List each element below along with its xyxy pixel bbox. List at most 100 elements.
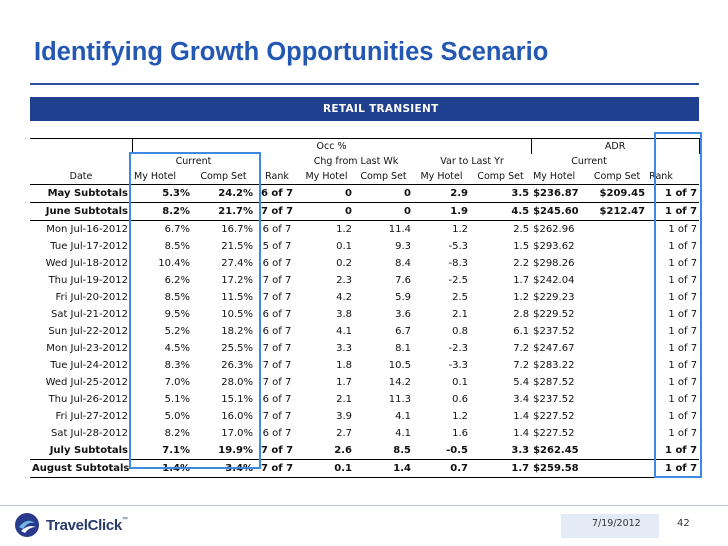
cell-my-hotel-chg: 1.8 [336, 360, 352, 371]
col-header-my-hotel-var: My Hotel [413, 169, 470, 185]
cell-my-hotel-occ: 8.3% [164, 360, 190, 371]
cell-my-hotel-occ: 8.2% [132, 202, 192, 221]
cell-my-hotel-adr: $262.96 [533, 224, 575, 235]
cell-my-hotel-var: 2.9 [413, 184, 470, 203]
footer-divider [0, 505, 728, 506]
cell-my-hotel-chg: 4.1 [336, 326, 352, 337]
cell-my-hotel-occ: 5.0% [164, 411, 190, 422]
adr-current-header: Current [571, 156, 607, 167]
cell-my-hotel-var: 1.9 [413, 202, 470, 221]
cell-comp-set-adr [587, 374, 647, 391]
cell-rank-adr: 1 of 7 [668, 394, 698, 405]
occ-group-header: Occ % [131, 138, 532, 154]
logo-wordmark-text: TravelClick [46, 517, 122, 534]
cell-rank-adr: 1 of 7 [668, 411, 698, 422]
cell-comp-set-var: 5.4 [513, 377, 530, 388]
cell-my-hotel-occ: 5.2% [164, 326, 190, 337]
cell-rank-adr: 1 of 7 [668, 309, 698, 320]
cell-rank-adr: 1 of 7 [668, 326, 698, 337]
cell-comp-set-occ: 21.5% [221, 241, 253, 252]
cell-date: Thu Jul-19-2012 [48, 275, 128, 286]
cell-comp-set-occ: 10.5% [221, 309, 253, 320]
cell-my-hotel-adr: $262.45 [531, 442, 588, 460]
banner-label: RETAIL TRANSIENT [323, 103, 439, 115]
cell-my-hotel-occ: 8.5% [164, 292, 190, 303]
cell-my-hotel-occ: 6.7% [164, 224, 190, 235]
cell-date: Tue Jul-24-2012 [50, 360, 128, 371]
adr-group-header: ADR [530, 138, 700, 154]
cell-comp-set-occ: 17.0% [221, 428, 253, 439]
cell-comp-set-adr: $212.47 [587, 202, 648, 221]
cell-date: Fri Jul-20-2012 [55, 292, 128, 303]
col-header-date: Date [30, 169, 132, 185]
cell-comp-set-adr [587, 306, 647, 323]
cell-comp-set-var: 6.1 [513, 326, 530, 337]
cell-comp-set-chg: 0 [354, 184, 413, 203]
cell-my-hotel-adr: $298.26 [533, 258, 575, 269]
cell-my-hotel-var: 1.6 [452, 428, 468, 439]
cell-date: Wed Jul-25-2012 [45, 377, 128, 388]
footer-date-box [561, 514, 659, 538]
slide-date: 7/19/2012 [592, 518, 641, 529]
cell-rank-occ: 6 of 7 [262, 258, 292, 269]
cell-comp-set-var: 1.4 [513, 411, 530, 422]
subtotal-row: May Subtotals 5.3% 24.2% 6 of 7 0 0 2.9 3.5 $236… [30, 184, 700, 203]
cell-date: Fri Jul-27-2012 [55, 411, 128, 422]
cell-date: July Subtotals [30, 442, 132, 460]
cell-my-hotel-chg: 0.1 [336, 241, 352, 252]
cell-my-hotel-chg: 1.2 [336, 224, 352, 235]
cell-my-hotel-var: 2.5 [452, 292, 468, 303]
slide-title: Identifying Growth Opportunities Scenari… [34, 38, 549, 66]
cell-comp-set-var: 2.5 [513, 224, 530, 235]
cell-comp-set-adr [587, 425, 647, 442]
cell-rank-adr: 1 of 7 [668, 258, 698, 269]
cell-my-hotel-adr: $229.52 [533, 309, 575, 320]
cell-rank-adr: 1 of 7 [647, 202, 700, 221]
cell-my-hotel-var: 0.1 [452, 377, 468, 388]
cell-date: Sat Jul-21-2012 [50, 309, 128, 320]
table-row: Sat Jul-28-2012 8.2% 17.0% 6 of 7 2.7 4.1 1.6 1… [30, 425, 699, 442]
cell-comp-set-var: 3.5 [470, 184, 532, 203]
cell-my-hotel-chg: 0.2 [336, 258, 352, 269]
col-header-rank-adr: Rank [647, 169, 700, 185]
table-row: Sat Jul-21-2012 9.5% 10.5% 6 of 7 3.8 3.6 2.1 2… [30, 306, 699, 323]
title-divider [30, 83, 699, 85]
cell-rank-occ: 6 of 7 [255, 184, 299, 203]
cell-comp-set-chg: 7.6 [395, 275, 411, 286]
table-row: Tue Jul-17-2012 8.5% 21.5% 5 of 7 0.1 9.3 -5.3… [30, 238, 699, 255]
cell-comp-set-occ: 3.4% [192, 459, 255, 478]
table-row: Mon Jul-16-2012 6.7% 16.7% 6 of 7 1.2 11.4 1.2… [30, 221, 699, 239]
col-header-my-hotel-occ: My Hotel [132, 169, 192, 185]
cell-rank-occ: 7 of 7 [255, 459, 299, 478]
cell-comp-set-occ: 27.4% [221, 258, 253, 269]
cell-my-hotel-var: 1.2 [452, 224, 468, 235]
cell-rank-adr: 1 of 7 [668, 343, 698, 354]
cell-my-hotel-var: -5.3 [448, 241, 468, 252]
cell-rank-adr: 1 of 7 [668, 275, 698, 286]
cell-my-hotel-chg: 0 [299, 202, 354, 221]
col-header-comp-set-occ: Comp Set [192, 169, 255, 185]
col-header-my-hotel-adr: My Hotel [531, 169, 588, 185]
cell-comp-set-occ: 24.2% [192, 184, 255, 203]
cell-comp-set-adr [587, 255, 647, 272]
cell-rank-occ: 7 of 7 [255, 202, 299, 221]
cell-comp-set-adr [587, 289, 647, 306]
table-row: Wed Jul-18-2012 10.4% 27.4% 6 of 7 0.2 8.4 -8.… [30, 255, 699, 272]
cell-comp-set-chg: 8.1 [395, 343, 411, 354]
cell-my-hotel-chg: 0.1 [299, 459, 354, 478]
cell-comp-set-adr [587, 459, 648, 478]
cell-my-hotel-var: -3.3 [448, 360, 468, 371]
cell-comp-set-occ: 25.5% [221, 343, 253, 354]
cell-comp-set-var: 7.2 [513, 343, 530, 354]
cell-comp-set-chg: 6.7 [395, 326, 411, 337]
cell-my-hotel-chg: 1.7 [336, 377, 352, 388]
cell-rank-occ: 7 of 7 [255, 442, 299, 460]
cell-rank-adr: 1 of 7 [647, 459, 700, 478]
travelclick-logo-icon [15, 513, 39, 537]
cell-comp-set-occ: 15.1% [221, 394, 253, 405]
cell-rank-adr: 1 of 7 [668, 241, 698, 252]
logo-wordmark: TravelClick™ [46, 517, 128, 534]
travelclick-logo: TravelClick™ [14, 512, 154, 538]
cell-my-hotel-chg: 3.3 [336, 343, 352, 354]
cell-rank-adr: 1 of 7 [668, 224, 698, 235]
